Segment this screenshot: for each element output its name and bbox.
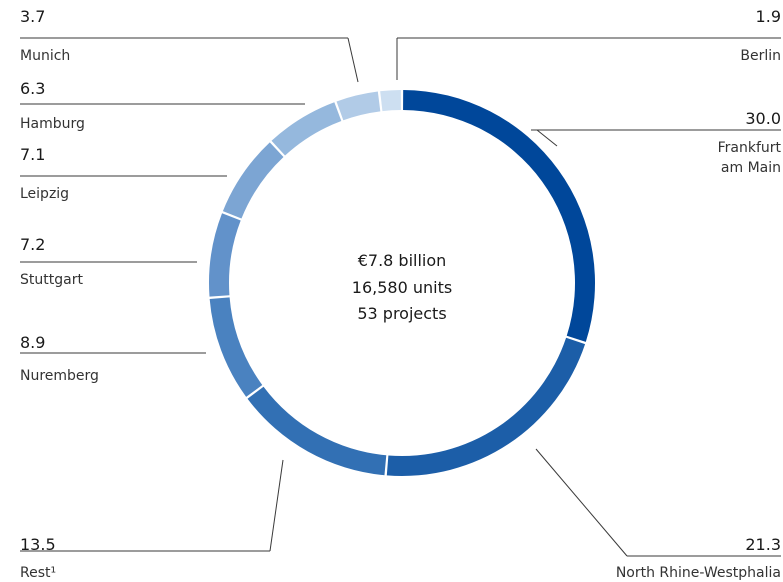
leaders-layer <box>20 37 781 557</box>
value-label-north-rhine-westphalia: 21.3 <box>745 535 781 554</box>
value-label-nuremberg: 8.9 <box>20 333 45 352</box>
category-label-berlin: Berlin <box>740 48 781 64</box>
value-label-munich: 3.7 <box>20 7 45 26</box>
center-total-projects: 53 projects <box>357 304 446 323</box>
value-label-frankfurt-am-main: 30.0 <box>745 109 781 128</box>
category-label-rest: Rest¹ <box>20 565 56 581</box>
slice-nuremberg <box>209 297 263 397</box>
slice-berlin <box>380 90 401 112</box>
slice-munich <box>336 91 381 121</box>
slice-hamburg <box>271 102 342 156</box>
category-label-stuttgart: Stuttgart <box>20 272 83 288</box>
slice-north-rhine-westphalia <box>386 337 586 476</box>
category-label-frankfurt-am-main: Frankfurt am Main <box>718 140 782 176</box>
category-label-leipzig: Leipzig <box>20 186 69 202</box>
slices-layer <box>208 90 595 476</box>
value-label-rest: 13.5 <box>20 535 56 554</box>
leader-line-rest <box>269 459 284 552</box>
value-label-stuttgart: 7.2 <box>20 235 45 254</box>
slice-frankfurt-am-main <box>403 90 595 342</box>
center-total-value: €7.8 billion <box>358 251 447 270</box>
slice-rest <box>247 386 387 476</box>
category-label-north-rhine-westphalia: North Rhine-Westphalia <box>616 565 781 581</box>
leader-line-frankfurt-am-main <box>536 129 558 147</box>
slice-leipzig <box>222 142 284 219</box>
labels-layer: 30.0 Frankfurt am Main 21.3 North Rhine-West… <box>20 7 782 581</box>
slice-stuttgart <box>208 213 241 297</box>
value-label-berlin: 1.9 <box>756 7 781 26</box>
value-label-hamburg: 6.3 <box>20 79 45 98</box>
center-total-units: 16,580 units <box>352 278 452 297</box>
category-label-nuremberg: Nuremberg <box>20 368 99 384</box>
value-label-leipzig: 7.1 <box>20 145 45 164</box>
leader-line-north-rhine-westphalia <box>535 448 628 557</box>
category-label-hamburg: Hamburg <box>20 116 85 132</box>
category-label-munich: Munich <box>20 48 70 64</box>
leader-line-munich <box>347 37 359 83</box>
